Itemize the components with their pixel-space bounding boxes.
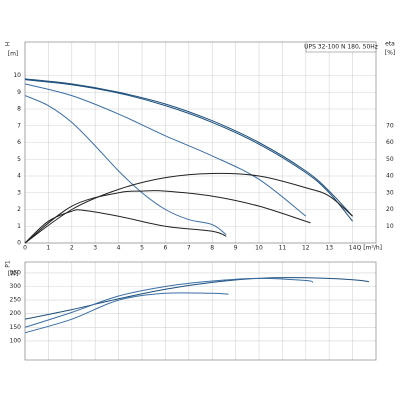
x-tick-label: 14 [349, 245, 357, 252]
x-tick-label: 10 [255, 245, 263, 252]
x-tick-label: 6 [163, 245, 167, 252]
y-tick-label: 0 [17, 240, 21, 247]
y-tick-label: 2 [17, 206, 21, 213]
y2-tick-label: 60 [386, 139, 394, 146]
y-tick-label: 350 [10, 269, 22, 276]
curve [24, 277, 370, 320]
y2-tick-label: 30 [386, 189, 394, 196]
x-tick-label: 0 [23, 245, 27, 252]
y-tick-label: 200 [10, 310, 22, 317]
y-tick-label: 6 [17, 139, 21, 146]
x-tick-label: 11 [279, 245, 287, 252]
y-tick-label: 7 [17, 122, 21, 129]
y-axis-unit: [W] [8, 271, 19, 278]
y2-tick-label: 20 [386, 206, 394, 213]
y2-tick-label: 10 [386, 223, 394, 230]
y2-tick-label: 40 [386, 173, 394, 180]
x-tick-label: 3 [93, 245, 97, 252]
y2-axis-unit: [%] [385, 50, 395, 57]
curve [24, 277, 314, 328]
curve [24, 292, 229, 334]
y2-tick-label: 50 [386, 156, 394, 163]
y-tick-label: 4 [17, 173, 21, 180]
curve [24, 172, 353, 244]
title-box [305, 41, 377, 53]
x-tick-label: 5 [140, 245, 144, 252]
plot-frame [24, 261, 377, 361]
curve [24, 190, 311, 244]
y-axis-label: P1 [5, 260, 12, 268]
x-tick-label: 7 [187, 245, 191, 252]
x-tick-label: 9 [234, 245, 238, 252]
x-axis-label: Q [m³/h] [357, 245, 382, 252]
y2-tick-label: 70 [386, 122, 394, 129]
y-tick-label: 8 [17, 106, 21, 113]
y-tick-label: 9 [17, 89, 21, 96]
curve [24, 209, 227, 244]
y2-axis-label: eta [385, 41, 395, 48]
y-tick-label: 300 [10, 283, 22, 290]
y-tick-label: 5 [17, 156, 21, 163]
y-tick-label: 250 [10, 297, 22, 304]
curve [24, 78, 353, 217]
y-tick-label: 150 [10, 324, 22, 331]
curve [24, 83, 307, 217]
x-tick-label: 1 [46, 245, 50, 252]
plot-frame [24, 41, 377, 244]
y-tick-label: 100 [10, 337, 22, 344]
x-tick-label: 4 [117, 245, 121, 252]
y-tick-label: 10 [13, 72, 21, 79]
chart-title: UPS 32-100 N 180, 50Hz [304, 44, 378, 51]
x-tick-label: 8 [210, 245, 214, 252]
y-axis-unit: [m] [8, 51, 19, 58]
x-tick-label: 2 [70, 245, 74, 252]
y-tick-label: 1 [17, 223, 21, 230]
curve [24, 95, 227, 236]
curve [24, 79, 353, 222]
y-tick-label: 3 [17, 189, 21, 196]
x-tick-label: 12 [302, 245, 310, 252]
y-axis-label: H [5, 42, 12, 47]
x-tick-label: 13 [325, 245, 333, 252]
